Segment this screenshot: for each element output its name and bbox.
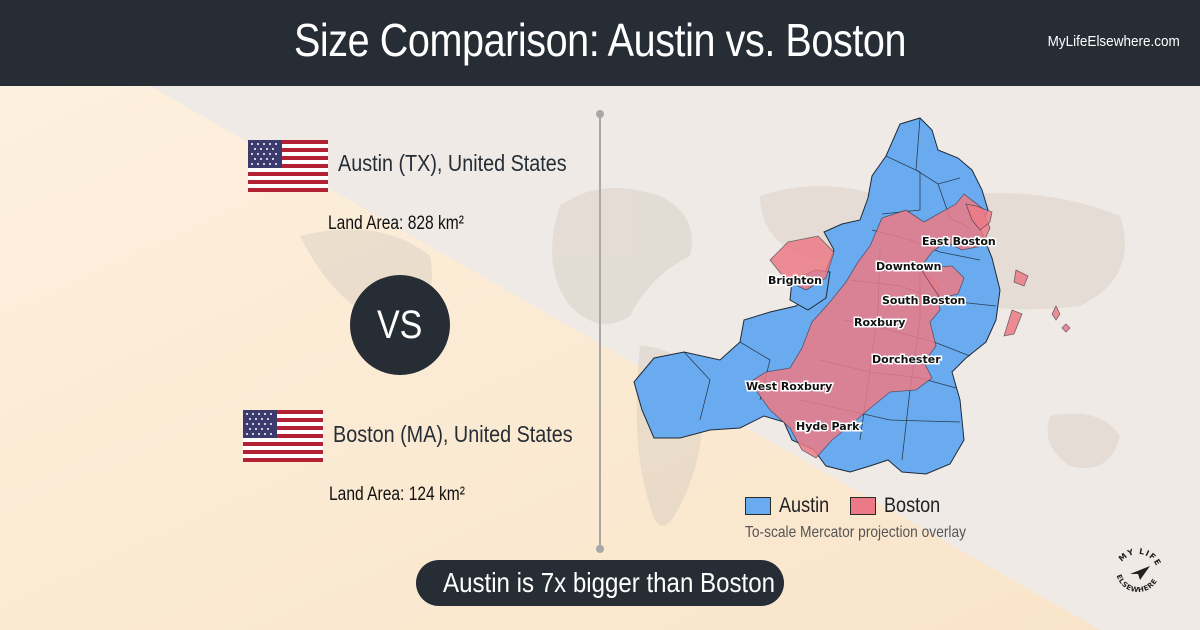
boston-shape xyxy=(749,193,1071,459)
verdict-text: Austin is 7x bigger than Boston xyxy=(443,567,775,598)
legend-boston: Boston xyxy=(850,494,949,518)
label-west-roxbury: West Roxbury xyxy=(746,380,832,393)
city1-area: Land Area: 828 km² xyxy=(328,213,464,234)
legend-austin-label: Austin xyxy=(779,494,830,517)
header-bar: Size Comparison: Austin vs. Boston MyLif… xyxy=(0,0,1200,86)
city2-name: Boston (MA), United States xyxy=(333,421,573,447)
svg-text:ELSEWHERE: ELSEWHERE xyxy=(1115,573,1159,594)
label-dorchester: Dorchester xyxy=(872,353,941,366)
verdict-banner: Austin is 7x bigger than Boston xyxy=(416,560,784,606)
page-title: Size Comparison: Austin vs. Boston xyxy=(293,14,907,66)
boston-swatch xyxy=(850,497,876,515)
divider-dot xyxy=(596,110,604,118)
svg-text:MY LIFE: MY LIFE xyxy=(1117,547,1163,568)
label-brighton: Brighton xyxy=(768,274,822,287)
city1-name: Austin (TX), United States xyxy=(338,150,567,176)
overlay-map: East Boston Downtown Brighton South Bost… xyxy=(633,117,1071,475)
us-flag-icon xyxy=(243,410,323,462)
us-flag-icon xyxy=(248,140,328,192)
vs-badge: VS xyxy=(350,275,450,375)
vs-text: VS xyxy=(377,303,423,347)
site-name[interactable]: MyLifeElsewhere.com xyxy=(1047,33,1180,50)
paper-plane-icon xyxy=(1130,566,1150,580)
vertical-divider xyxy=(599,114,601,548)
city2-area: Land Area: 124 km² xyxy=(329,484,465,505)
legend-austin: Austin xyxy=(745,494,837,518)
label-hyde-park: Hyde Park xyxy=(796,420,860,433)
austin-swatch xyxy=(745,497,771,515)
projection-note: To-scale Mercator projection overlay xyxy=(745,524,967,541)
label-south-boston: South Boston xyxy=(882,294,965,307)
divider-dot xyxy=(596,545,604,553)
label-east-boston: East Boston xyxy=(922,235,996,248)
label-roxbury: Roxbury xyxy=(854,316,905,329)
label-downtown: Downtown xyxy=(876,260,942,273)
legend-boston-label: Boston xyxy=(884,494,941,517)
brand-logo[interactable]: MY LIFE ELSEWHERE xyxy=(1108,540,1168,600)
